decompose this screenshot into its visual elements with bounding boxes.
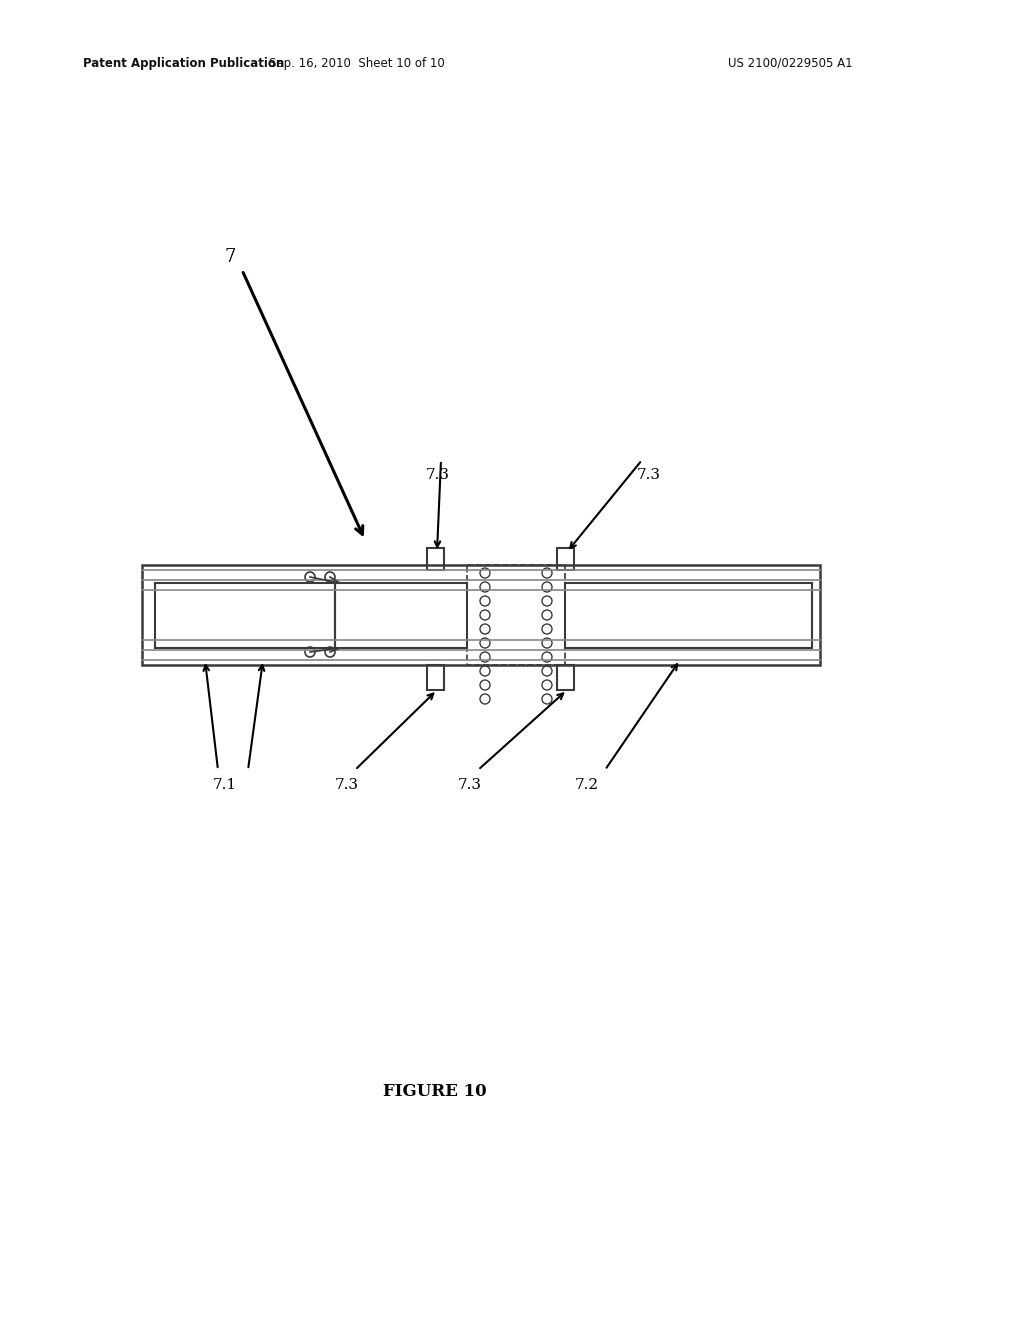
Text: 7: 7 xyxy=(225,248,237,267)
Text: 7.3: 7.3 xyxy=(335,777,359,792)
Text: 7.3: 7.3 xyxy=(426,469,450,482)
Text: 7.3: 7.3 xyxy=(637,469,662,482)
Text: Sep. 16, 2010  Sheet 10 of 10: Sep. 16, 2010 Sheet 10 of 10 xyxy=(269,57,444,70)
Text: 7.3: 7.3 xyxy=(458,777,482,792)
Text: US 2100/0229505 A1: US 2100/0229505 A1 xyxy=(728,57,852,70)
Text: 7.2: 7.2 xyxy=(575,777,599,792)
Text: Patent Application Publication: Patent Application Publication xyxy=(83,57,285,70)
Text: 7.1: 7.1 xyxy=(213,777,238,792)
Text: FIGURE 10: FIGURE 10 xyxy=(383,1082,486,1100)
